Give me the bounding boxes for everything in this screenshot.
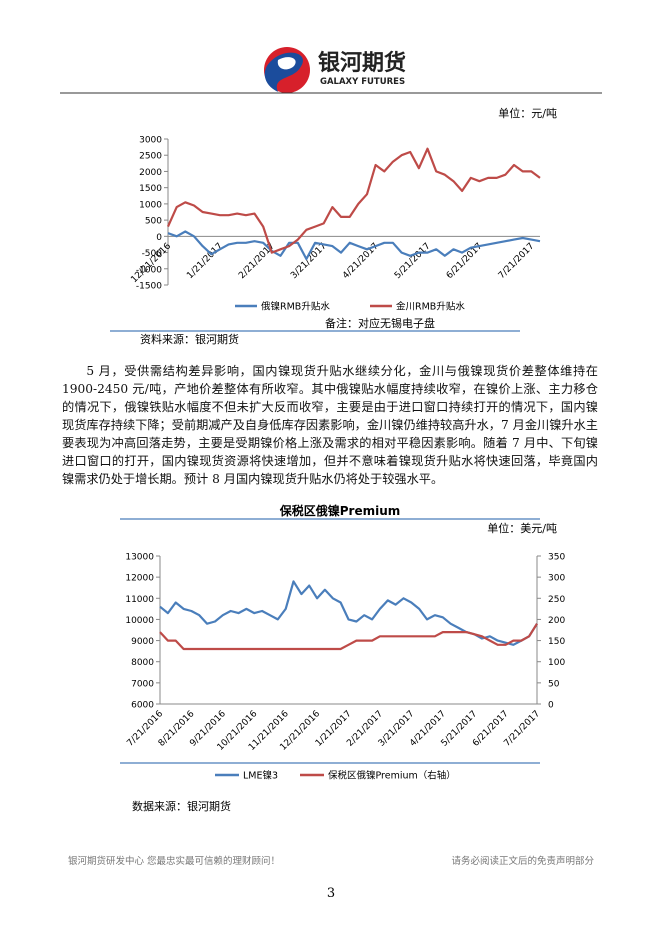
- footer-right: 请务必阅读正文后的免责声明部分: [451, 855, 594, 867]
- y-tick-label: 13000: [125, 553, 154, 563]
- y-tick-label: 1500: [139, 184, 162, 194]
- logo: [264, 47, 310, 93]
- page-number: 3: [327, 886, 335, 901]
- y-tick-label: -1000: [136, 265, 162, 275]
- y2-tick-label: 50: [548, 679, 560, 689]
- y2-tick-label: 100: [548, 658, 565, 668]
- x-tick-label: 12/21/2016: [129, 241, 173, 285]
- series-line: [167, 230, 541, 261]
- x-tick-label: 3/21/2017: [289, 241, 329, 281]
- x-tick-label: 5/21/2017: [393, 241, 433, 281]
- y2-tick-label: 200: [548, 616, 565, 626]
- y-tick-label: -1500: [136, 282, 162, 292]
- chart-unit: 单位：美元/吨: [487, 521, 557, 535]
- series-line: [159, 623, 538, 651]
- chart-title: 保税区俄镍Premium: [279, 503, 401, 518]
- y-tick-label: 8000: [131, 658, 154, 668]
- paragraph: 5 月，受供需结构差异影响，国内镍现货升贴水继续分化，金川与俄镍现货价差整体维持…: [62, 364, 598, 486]
- y-tick-label: 12000: [125, 574, 154, 584]
- chart-source: 资料来源：银河期货: [140, 332, 239, 346]
- legend-label: 金川RMB升贴水: [396, 301, 465, 313]
- x-tick-label: 7/21/2017: [497, 241, 537, 281]
- y2-tick-label: 350: [548, 553, 565, 563]
- y-tick-label: -500: [142, 249, 163, 259]
- chart-source: 数据来源：银河期货: [132, 799, 231, 813]
- y-tick-label: 10000: [125, 616, 154, 626]
- y-tick-label: 2500: [139, 152, 162, 162]
- y-tick-label: 3000: [139, 136, 162, 146]
- y2-tick-label: 0: [548, 701, 554, 711]
- y-tick-label: 6000: [131, 701, 154, 711]
- y2-tick-label: 250: [548, 595, 565, 605]
- footer-left: 银河期货研发中心 您最忠实最可信赖的理财顾问！: [68, 855, 280, 867]
- logo-en: GALAXY FUTURES: [320, 77, 405, 87]
- y-tick-label: 500: [145, 217, 162, 227]
- y-tick-label: 1000: [139, 200, 162, 210]
- y-tick-label: 2000: [139, 168, 162, 178]
- legend-label: 保税区俄镍Premium（右轴）: [328, 770, 456, 782]
- series-line: [166, 147, 541, 254]
- y2-tick-label: 300: [548, 574, 565, 584]
- y-tick-label: 7000: [131, 679, 154, 689]
- y-tick-label: 11000: [125, 595, 154, 605]
- y-tick-label: 9000: [131, 637, 154, 647]
- logo-cn: 银河期货: [318, 50, 406, 76]
- chart-note: 备注：对应无锡电子盘: [325, 316, 435, 330]
- legend-label: 俄镍RMB升贴水: [261, 301, 330, 313]
- legend-label: LME镍3: [243, 770, 278, 782]
- y2-tick-label: 150: [548, 637, 565, 647]
- y-tick-label: 0: [156, 233, 162, 243]
- chart-unit: 单位：元/吨: [498, 106, 557, 120]
